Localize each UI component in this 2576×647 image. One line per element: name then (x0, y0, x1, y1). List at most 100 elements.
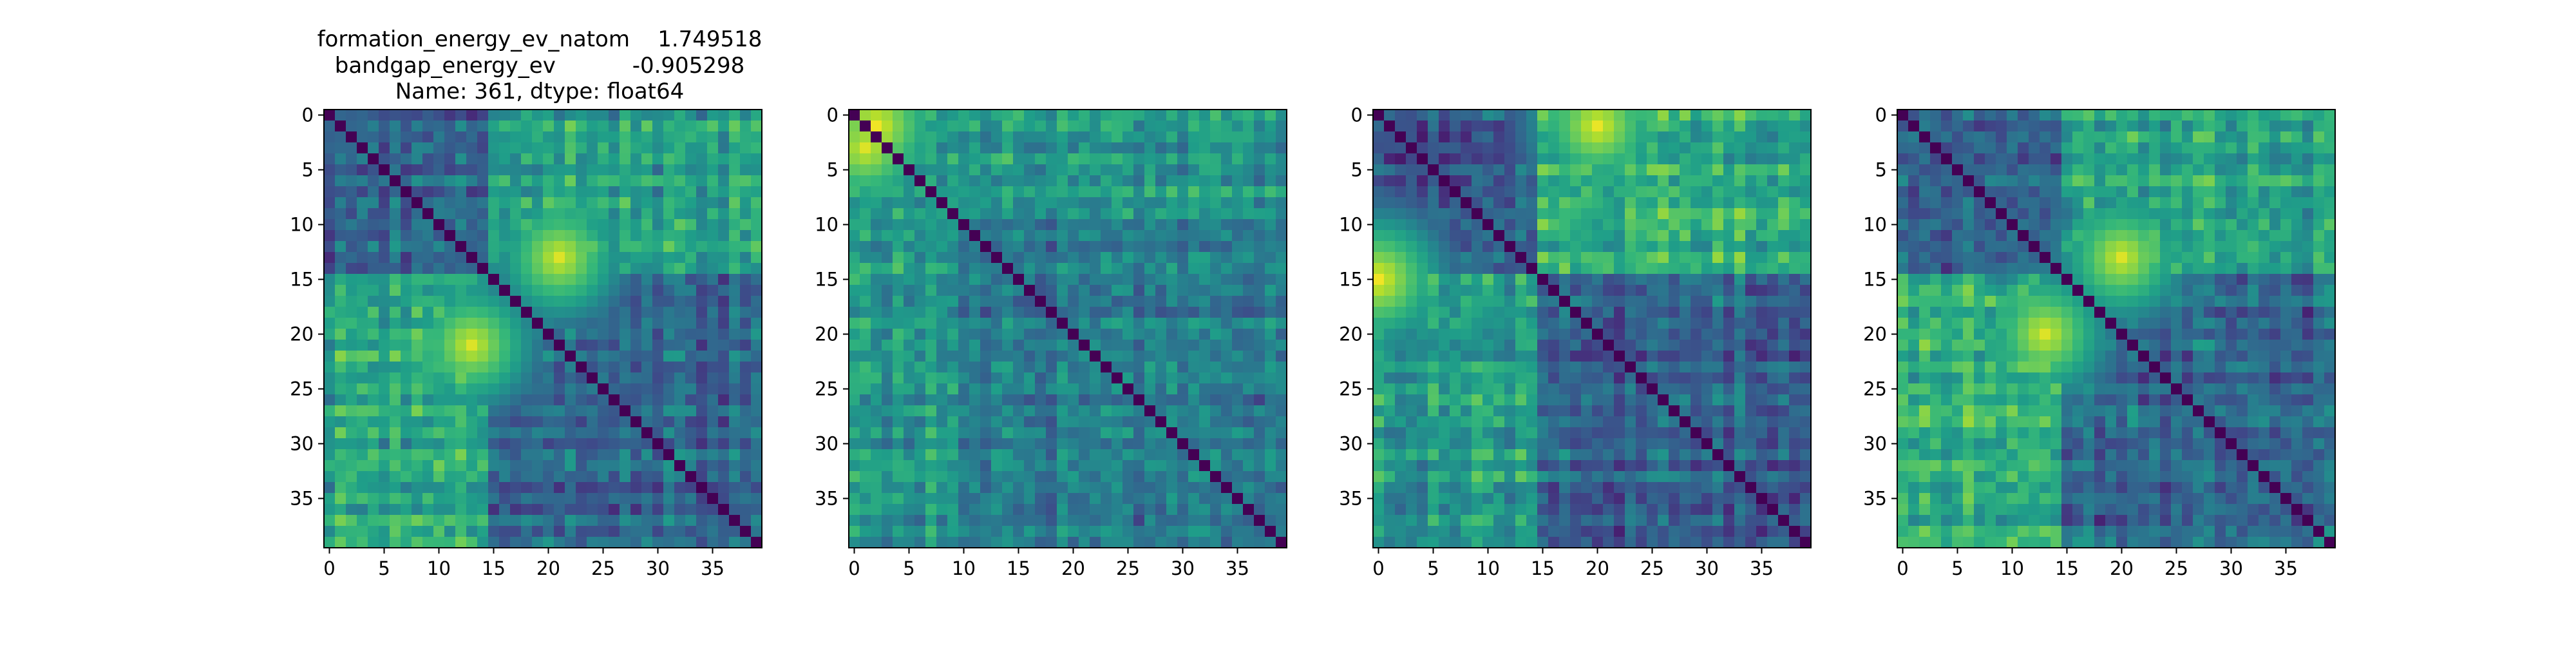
heatmap-cell (980, 307, 992, 318)
heatmap-cell (1614, 164, 1625, 176)
heatmap-cell (510, 285, 522, 296)
heatmap-cell (991, 219, 1003, 231)
heatmap-cell (521, 482, 533, 494)
heatmap-cell (477, 175, 489, 187)
heatmap-cell (1417, 208, 1428, 220)
heatmap-cell (1767, 296, 1779, 307)
heatmap-cell (652, 175, 664, 187)
heatmap-cell (904, 274, 915, 285)
heatmap-cell (1526, 394, 1538, 406)
heatmap-cell (324, 504, 336, 516)
heatmap-cell (1122, 219, 1134, 231)
heatmap-cell (1789, 394, 1801, 406)
heatmap-cell (598, 110, 609, 121)
heatmap-cell (1373, 252, 1385, 264)
heatmap-cell (1603, 351, 1615, 362)
heatmap-cell (1504, 110, 1516, 121)
heatmap-cell (641, 219, 653, 231)
heatmap-cell (357, 427, 368, 439)
heatmap-cell (1603, 394, 1615, 406)
heatmap-cell (914, 219, 926, 231)
heatmap-cell (1603, 493, 1615, 505)
heatmap-cell (1745, 252, 1757, 264)
heatmap-cell (707, 471, 719, 483)
heatmap-cell (1614, 142, 1625, 154)
heatmap-cell (1254, 230, 1265, 242)
heatmap-cell (1144, 153, 1156, 165)
heatmap-cell (335, 405, 346, 417)
heatmap-cell (1559, 110, 1571, 121)
heatmap-cell (958, 515, 970, 526)
heatmap-cell (707, 427, 719, 439)
heatmap-cell (1243, 482, 1255, 494)
heatmap-cell (904, 493, 915, 505)
heatmap-cell (554, 329, 565, 340)
heatmap-cell (609, 285, 620, 296)
heatmap-cell (641, 340, 653, 351)
heatmap-cell (904, 307, 915, 318)
heatmap-cell (1515, 285, 1527, 296)
heatmap-cell (324, 526, 336, 537)
heatmap-cell (1658, 153, 1669, 165)
heatmap-cell (488, 394, 500, 406)
heatmap-cell (576, 372, 587, 384)
heatmap-cell (1210, 208, 1222, 220)
heatmap-cell (936, 405, 948, 417)
heatmap-cell (718, 131, 730, 143)
heatmap-cell (1112, 427, 1123, 439)
heatmap-cell (368, 263, 379, 275)
heatmap-cell (893, 526, 904, 537)
heatmap-cell (598, 164, 609, 176)
x-tick-label: 20 (536, 557, 560, 579)
heatmap-cell (1570, 394, 1582, 406)
heatmap-cell (696, 153, 708, 165)
heatmap-cell (1395, 416, 1406, 428)
heatmap-cell (1133, 383, 1145, 395)
heatmap-cell (1800, 274, 1812, 285)
heatmap-cell (1101, 153, 1112, 165)
heatmap-cell (587, 252, 598, 264)
heatmap-cell (1155, 482, 1167, 494)
heatmap-cell (521, 372, 533, 384)
heatmap-cell (1472, 142, 1483, 154)
heatmap-cell (893, 493, 904, 505)
heatmap-cell (357, 296, 368, 307)
heatmap-cell (849, 493, 860, 505)
heatmap-cell (412, 372, 423, 384)
heatmap-cell (1133, 482, 1145, 494)
heatmap-cell (357, 285, 368, 296)
heatmap-cell (1756, 296, 1768, 307)
heatmap-cell (991, 153, 1003, 165)
heatmap-cell (1013, 197, 1025, 209)
heatmap-cell (663, 197, 675, 209)
heatmap-cell (1592, 175, 1604, 187)
heatmap-cell (1504, 515, 1516, 526)
heatmap-cell (532, 537, 544, 548)
heatmap-cell (1254, 274, 1265, 285)
heatmap-cell (499, 274, 511, 285)
heatmap-cell (882, 285, 893, 296)
heatmap-cell (587, 175, 598, 187)
heatmap-cell (554, 362, 565, 373)
heatmap-cell (1428, 329, 1439, 340)
heatmap-cell (324, 175, 336, 187)
heatmap-cell (1057, 405, 1068, 417)
heatmap-cell (849, 175, 860, 187)
heatmap-cell (1515, 438, 1527, 450)
heatmap-cell (1079, 296, 1090, 307)
heatmap-cell (1221, 526, 1233, 537)
heatmap-cell (1504, 471, 1516, 483)
heatmap-cell (444, 405, 456, 417)
heatmap-cell (685, 296, 697, 307)
heatmap-cell (1188, 318, 1200, 329)
heatmap-cell (663, 296, 675, 307)
heatmap-cell (532, 318, 544, 329)
heatmap-cell (904, 241, 915, 253)
heatmap-cell (1537, 285, 1549, 296)
heatmap-cell (1210, 394, 1222, 406)
heatmap-cell (1199, 219, 1211, 231)
heatmap-cell (1265, 526, 1276, 537)
heatmap-cell (1243, 175, 1255, 187)
heatmap-cell (1472, 394, 1483, 406)
heatmap-cell (444, 175, 456, 187)
